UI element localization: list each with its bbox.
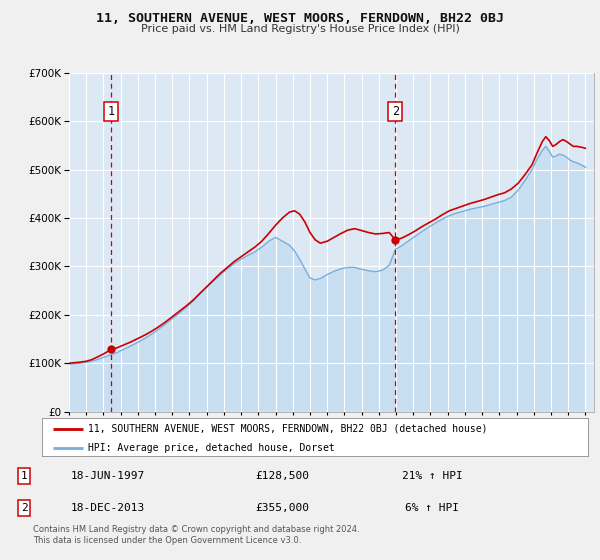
Text: 2: 2 xyxy=(20,503,28,514)
Text: £128,500: £128,500 xyxy=(255,471,309,481)
Text: £355,000: £355,000 xyxy=(255,503,309,514)
Text: 1: 1 xyxy=(108,105,115,118)
Text: 18-DEC-2013: 18-DEC-2013 xyxy=(71,503,145,514)
Text: 21% ↑ HPI: 21% ↑ HPI xyxy=(401,471,463,481)
Text: Contains HM Land Registry data © Crown copyright and database right 2024.
This d: Contains HM Land Registry data © Crown c… xyxy=(33,525,359,545)
Text: 18-JUN-1997: 18-JUN-1997 xyxy=(71,471,145,481)
Text: 2: 2 xyxy=(392,105,399,118)
Text: 6% ↑ HPI: 6% ↑ HPI xyxy=(405,503,459,514)
Text: 1: 1 xyxy=(20,471,28,481)
Text: 11, SOUTHERN AVENUE, WEST MOORS, FERNDOWN, BH22 0BJ (detached house): 11, SOUTHERN AVENUE, WEST MOORS, FERNDOW… xyxy=(88,424,488,434)
Text: HPI: Average price, detached house, Dorset: HPI: Average price, detached house, Dors… xyxy=(88,443,335,453)
Text: 11, SOUTHERN AVENUE, WEST MOORS, FERNDOWN, BH22 0BJ: 11, SOUTHERN AVENUE, WEST MOORS, FERNDOW… xyxy=(96,12,504,25)
Text: Price paid vs. HM Land Registry's House Price Index (HPI): Price paid vs. HM Land Registry's House … xyxy=(140,24,460,34)
